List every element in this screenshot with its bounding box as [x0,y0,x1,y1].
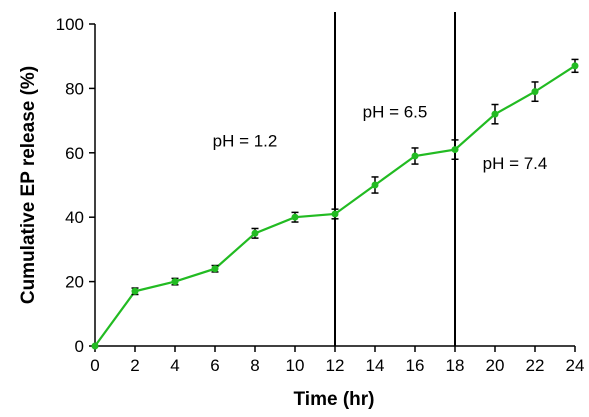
x-tick-label: 12 [326,356,345,375]
x-tick-label: 24 [566,356,585,375]
x-tick-label: 10 [286,356,305,375]
y-axis-title: Cumulative EP release (%) [18,66,39,304]
x-axis-title: Time (hr) [294,389,375,410]
data-point [451,146,459,154]
y-tick-label: 0 [75,337,84,356]
data-point [571,62,579,70]
data-point [331,210,339,218]
x-tick-label: 20 [486,356,505,375]
ph-divider-lines [334,12,456,346]
x-tick-label: 22 [526,356,545,375]
x-tick-label: 6 [210,356,219,375]
ph-annotation: pH = 1.2 [213,131,278,150]
x-tick-label: 16 [406,356,425,375]
x-tick-label: 4 [170,356,179,375]
x-tick-label: 8 [250,356,259,375]
data-point [171,278,179,286]
x-tick-label: 2 [130,356,139,375]
data-point [211,265,219,273]
data-point [91,342,99,350]
y-tick-label: 100 [56,15,84,34]
annotations: pH = 1.2 pH = 6.5 pH = 7.4 [213,102,548,173]
y-tick-label: 40 [65,208,84,227]
y-tick-label: 80 [65,79,84,98]
ph-annotation: pH = 6.5 [363,102,428,121]
x-tick-label: 0 [90,356,99,375]
data-point [531,88,539,96]
ph-annotation: pH = 7.4 [483,154,548,173]
data-point [131,287,139,295]
data-point [371,181,379,189]
data-point [491,110,499,118]
data-point [411,152,419,160]
y-tick-label: 60 [65,144,84,163]
data-point [251,229,259,237]
x-tick-label: 14 [366,356,385,375]
x-tick-label: 18 [446,356,465,375]
series-group [91,58,579,350]
data-point [291,213,299,221]
y-tick-label: 20 [65,273,84,292]
